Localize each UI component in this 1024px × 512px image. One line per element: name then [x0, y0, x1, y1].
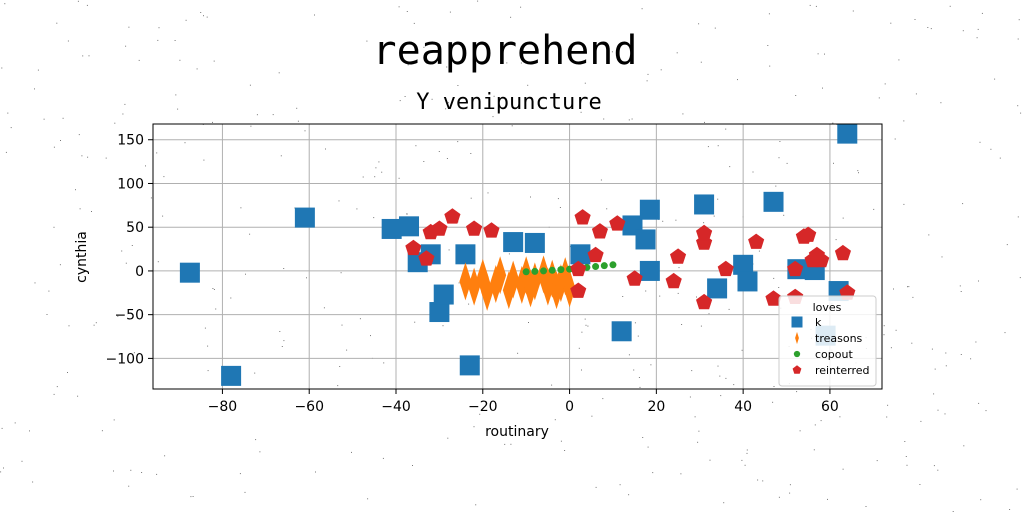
x-tick-label: −80 — [208, 399, 238, 415]
point-reinterred — [787, 260, 804, 277]
point-k — [221, 365, 242, 386]
point-treasons — [507, 260, 520, 299]
point-copout — [592, 263, 600, 271]
point-reinterred — [813, 251, 830, 268]
point-reinterred — [574, 209, 591, 225]
point-reinterred — [587, 246, 604, 263]
point-k — [503, 232, 524, 253]
point-reinterred — [570, 260, 587, 277]
point-treasons — [481, 272, 494, 311]
point-k — [733, 254, 754, 275]
point-reinterred — [717, 260, 734, 277]
plot-area — [179, 123, 858, 386]
x-tick-label: 20 — [647, 399, 665, 415]
y-tick-label: 0 — [135, 264, 144, 280]
point-reinterred — [405, 239, 422, 256]
chart-title: reapprehend — [373, 28, 638, 74]
axis-ticks: −80 −60 −40 −20 0 20 40 60 −100 −50 0 50 100 150 — [106, 133, 839, 415]
point-reinterred — [748, 233, 765, 249]
point-copout — [522, 268, 530, 276]
x-tick-label: −20 — [468, 399, 498, 415]
legend-label-reinterred: reinterred — [815, 364, 870, 377]
point-reinterred — [591, 223, 608, 239]
point-k — [399, 216, 420, 237]
point-copout — [609, 261, 617, 269]
point-k — [524, 232, 545, 253]
point-reinterred — [696, 293, 713, 310]
point-k — [737, 271, 758, 292]
point-k — [459, 355, 480, 376]
point-reinterred — [626, 270, 643, 286]
legend-marker-treasons — [795, 331, 799, 345]
point-reinterred — [418, 250, 435, 266]
legend-marker-copout — [793, 350, 801, 358]
point-reinterred — [800, 226, 817, 242]
x-tick-label: 40 — [734, 399, 752, 415]
point-copout — [600, 262, 608, 270]
legend-box — [778, 295, 877, 387]
point-reinterred — [665, 272, 682, 289]
point-reinterred — [696, 224, 713, 241]
point-k — [433, 284, 454, 305]
point-copout — [548, 266, 556, 274]
point-reinterred — [483, 222, 500, 238]
point-k — [611, 321, 632, 342]
x-tick-label: 60 — [821, 399, 839, 415]
point-k — [179, 262, 200, 283]
point-copout — [557, 266, 565, 274]
point-treasons — [459, 262, 472, 301]
point-reinterred — [431, 220, 448, 236]
plot-frame — [152, 123, 883, 390]
point-copout — [531, 267, 539, 275]
x-tick-label: −40 — [381, 399, 411, 415]
point-k — [570, 244, 591, 265]
point-reinterred — [670, 248, 687, 264]
point-reinterred — [609, 215, 626, 231]
legend-marker-reinterred — [792, 365, 802, 374]
chart-subtitle: Y venipuncture — [416, 90, 601, 115]
series-treasons — [459, 255, 576, 311]
point-k — [763, 191, 784, 212]
y-tick-label: 100 — [117, 176, 144, 192]
point-k — [639, 199, 660, 220]
x-tick-label: 0 — [565, 399, 574, 415]
point-k — [707, 278, 728, 299]
series-k — [179, 123, 858, 386]
point-reinterred — [834, 244, 851, 261]
grid — [153, 124, 882, 389]
point-k — [635, 229, 656, 250]
point-k — [381, 218, 402, 239]
y-tick-label: −100 — [106, 351, 144, 367]
legend-title: loves — [813, 301, 842, 314]
point-reinterred — [444, 208, 461, 224]
point-reinterred — [570, 282, 587, 298]
point-copout — [540, 267, 548, 275]
point-k — [694, 194, 715, 215]
point-k — [639, 260, 660, 281]
legend-label-treasons: treasons — [815, 332, 863, 345]
y-tick-label: −50 — [114, 308, 144, 324]
point-k — [837, 123, 858, 144]
y-tick-label: 150 — [117, 133, 144, 149]
series-copout — [522, 261, 617, 276]
x-axis-label: routinary — [485, 424, 549, 440]
x-tick-label: −60 — [294, 399, 324, 415]
point-reinterred — [466, 220, 483, 236]
legend-label-k: k — [815, 316, 822, 329]
point-k — [429, 302, 450, 323]
legend: loves k treasons copout reinterred — [778, 295, 877, 387]
point-k — [294, 207, 315, 228]
y-tick-label: 50 — [126, 220, 144, 236]
y-axis-label: cynthia — [74, 231, 90, 283]
legend-marker-k — [791, 316, 803, 328]
point-treasons — [494, 256, 507, 295]
point-treasons — [563, 269, 576, 308]
legend-label-copout: copout — [815, 348, 853, 361]
point-k — [455, 244, 476, 265]
point-reinterred — [765, 290, 782, 306]
